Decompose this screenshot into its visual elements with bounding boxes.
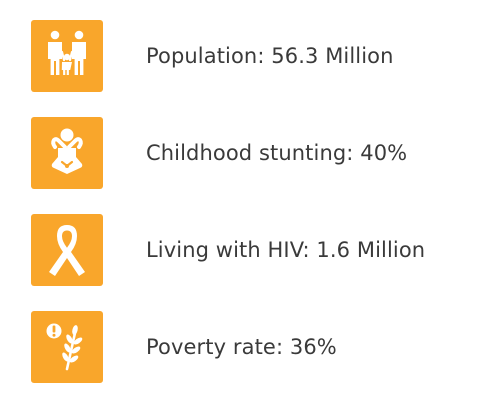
stunting-icon-tile xyxy=(31,117,103,189)
population-text: Population: 56.3 Million xyxy=(146,44,394,68)
stat-row-hiv: Living with HIV: 1.6 Million xyxy=(31,214,481,286)
awareness-ribbon-icon xyxy=(49,225,85,276)
hiv-text: Living with HIV: 1.6 Million xyxy=(146,238,426,262)
baby-icon xyxy=(51,128,83,174)
stat-list: Population: 56.3 Million Childhood stunt… xyxy=(31,20,481,383)
population-icon-tile xyxy=(31,20,103,92)
stat-row-poverty: Poverty rate: 36% xyxy=(31,311,481,383)
stat-row-population: Population: 56.3 Million xyxy=(31,20,481,92)
poverty-text: Poverty rate: 36% xyxy=(146,335,337,359)
stunting-text: Childhood stunting: 40% xyxy=(146,141,408,165)
family-icon xyxy=(48,30,86,75)
poverty-icon-tile xyxy=(31,311,103,383)
wheat-alert-icon xyxy=(46,323,83,371)
stat-row-stunting: Childhood stunting: 40% xyxy=(31,117,481,189)
hiv-icon-tile xyxy=(31,214,103,286)
